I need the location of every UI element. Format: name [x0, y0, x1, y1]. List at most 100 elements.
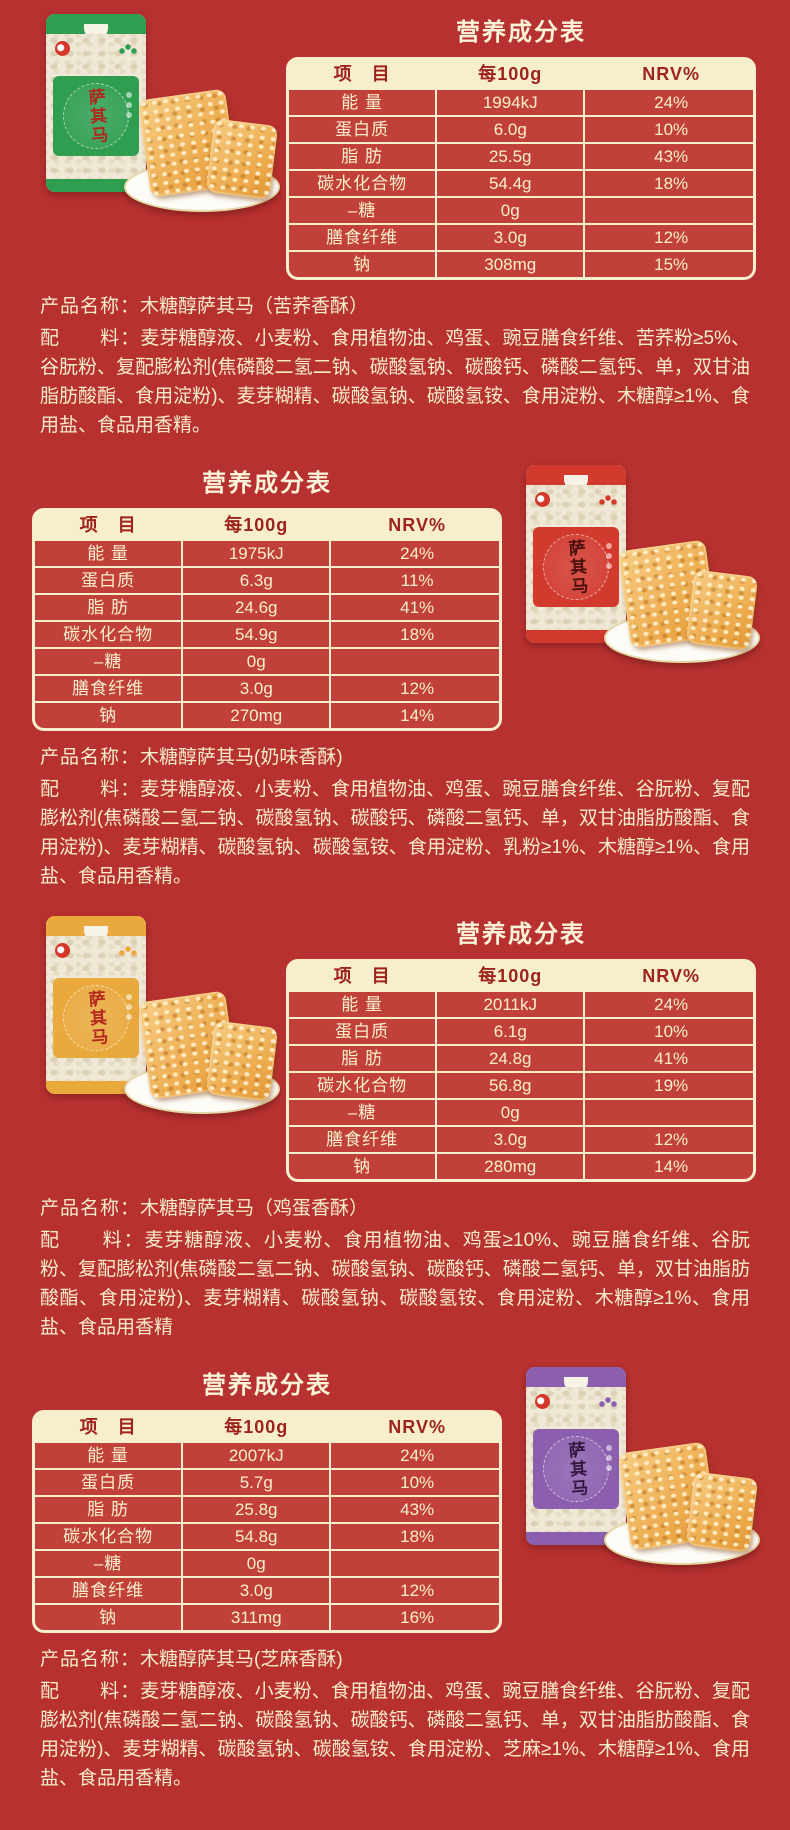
- value-nrv: 24%: [585, 90, 753, 115]
- value-per100g: 6.3g: [183, 568, 330, 593]
- value-nrv: 18%: [331, 622, 499, 647]
- value-per100g: 56.8g: [437, 1073, 584, 1098]
- col-header-item: 项 目: [289, 60, 436, 88]
- bag-bottom-band: [46, 179, 146, 192]
- nutrition-section-egg: 萨其马 营养成分表 项 目 每100g NRV% 能 量 2011kJ: [0, 902, 790, 1353]
- value-nrv: [331, 649, 499, 674]
- value-nrv: 12%: [331, 676, 499, 701]
- value-nrv: [585, 198, 753, 223]
- value-per100g: 2007kJ: [183, 1443, 330, 1468]
- row-label: 钠: [35, 703, 182, 728]
- ingredients-text: 麦芽糖醇液、小麦粉、食用植物油、鸡蛋、豌豆膳食纤维、谷朊粉、复配膨松剂(焦磷酸二…: [40, 1681, 750, 1789]
- brand-logo-icon: [55, 943, 70, 958]
- value-per100g: 311mg: [183, 1605, 330, 1630]
- row-label: 膳食纤维: [289, 225, 436, 250]
- product-photo-milk: 萨其马: [512, 461, 760, 663]
- value-per100g: 3.0g: [437, 225, 584, 250]
- package-bag-purple: 萨其马: [526, 1367, 626, 1545]
- value-per100g: 3.0g: [183, 1578, 330, 1603]
- col-header-nrv: NRV%: [585, 962, 753, 990]
- product-description: 产品名称：木糖醇萨其马（苦荞香酥） 配 料：麦芽糖醇液、小麦粉、食用植物油、鸡蛋…: [0, 280, 790, 451]
- product-name: 木糖醇萨其马(芝麻香酥): [140, 1649, 343, 1670]
- ingredients-text: 麦芽糖醇液、小麦粉、食用植物油、鸡蛋≥10%、豌豆膳食纤维、谷朊粉、复配膨松剂(…: [40, 1230, 750, 1338]
- value-nrv: 41%: [585, 1046, 753, 1071]
- value-nrv: 14%: [585, 1154, 753, 1179]
- bag-label-panel: 萨其马: [533, 1429, 619, 1509]
- row-label: 钠: [289, 1154, 436, 1179]
- brand-logo-icon: [535, 492, 550, 507]
- value-per100g: 54.9g: [183, 622, 330, 647]
- row-label: 膳食纤维: [289, 1127, 436, 1152]
- value-per100g: 5.7g: [183, 1470, 330, 1495]
- brand-logo-icon: [535, 1394, 550, 1409]
- value-per100g: 280mg: [437, 1154, 584, 1179]
- row-label: 脂 肪: [35, 595, 182, 620]
- bag-title-text: 萨其马: [84, 988, 108, 1048]
- value-per100g: 25.8g: [183, 1497, 330, 1522]
- value-nrv: 10%: [331, 1470, 499, 1495]
- value-nrv: 19%: [585, 1073, 753, 1098]
- bag-medallion: 萨其马: [63, 985, 129, 1051]
- col-header-per100g: 每100g: [183, 511, 330, 539]
- product-name-label: 产品名称：: [40, 296, 141, 317]
- product-name-line: 产品名称：木糖醇萨其马(芝麻香酥): [40, 1645, 750, 1674]
- value-nrv: 24%: [331, 541, 499, 566]
- brand-logo-icon: [55, 41, 70, 56]
- value-nrv: [331, 1551, 499, 1576]
- nutrition-table-title: 营养成分表: [202, 1372, 332, 1399]
- sachima-piece: [685, 569, 759, 651]
- value-per100g: 0g: [437, 198, 584, 223]
- ingredients-label: 配 料：: [40, 779, 141, 800]
- col-header-nrv: NRV%: [585, 60, 753, 88]
- nutrition-table: 项 目 每100g NRV% 能 量 1994kJ 24% 蛋白质 6.0g 1…: [286, 57, 756, 280]
- value-nrv: 15%: [585, 252, 753, 277]
- value-per100g: 3.0g: [183, 676, 330, 701]
- product-photo-sesame: 萨其马: [512, 1363, 760, 1565]
- value-per100g: 0g: [437, 1100, 584, 1125]
- value-per100g: 25.5g: [437, 144, 584, 169]
- sachima-piece: [205, 1020, 279, 1102]
- sachima-piece: [685, 1471, 759, 1553]
- row-label: 钠: [289, 252, 436, 277]
- bag-title-text: 萨其马: [564, 1439, 588, 1499]
- row-label: 脂 肪: [289, 144, 436, 169]
- product-name: 木糖醇萨其马（苦荞香酥）: [140, 296, 369, 317]
- value-nrv: 43%: [585, 144, 753, 169]
- row-label: 脂 肪: [35, 1497, 182, 1522]
- value-nrv: 10%: [585, 117, 753, 142]
- package-bag-red: 萨其马: [526, 465, 626, 643]
- row-label: 能 量: [35, 541, 182, 566]
- ingredients-line: 配 料：麦芽糖醇液、小麦粉、食用植物油、鸡蛋、豌豆膳食纤维、苦荞粉≥5%、谷朊粉…: [40, 324, 750, 440]
- value-nrv: 24%: [585, 992, 753, 1017]
- product-name-label: 产品名称：: [40, 1649, 141, 1670]
- product-description: 产品名称：木糖醇萨其马(芝麻香酥) 配 料：麦芽糖醇液、小麦粉、食用植物油、鸡蛋…: [0, 1633, 790, 1804]
- row-label: 能 量: [289, 90, 436, 115]
- row-label: 能 量: [35, 1443, 182, 1468]
- bag-label-panel: 萨其马: [533, 527, 619, 607]
- row-label: 蛋白质: [289, 117, 436, 142]
- col-header-item: 项 目: [289, 962, 436, 990]
- value-per100g: 0g: [183, 1551, 330, 1576]
- aura-emblem-icon: [119, 944, 137, 957]
- product-name-line: 产品名称：木糖醇萨其马（苦荞香酥）: [40, 292, 750, 321]
- value-per100g: 270mg: [183, 703, 330, 728]
- nutrition-section-sesame: 营养成分表 项 目 每100g NRV% 能 量 2007kJ 24% 蛋白质 …: [0, 1353, 790, 1804]
- ingredients-line: 配 料：麦芽糖醇液、小麦粉、食用植物油、鸡蛋、豌豆膳食纤维、谷朊粉、复配膨松剂(…: [40, 1677, 750, 1793]
- col-header-per100g: 每100g: [437, 962, 584, 990]
- bag-medallion: 萨其马: [63, 83, 129, 149]
- bag-badge-dots: [606, 543, 612, 569]
- sachima-piece: [205, 118, 279, 200]
- value-nrv: [585, 1100, 753, 1125]
- nutrition-table-title: 营养成分表: [456, 19, 586, 46]
- value-per100g: 6.0g: [437, 117, 584, 142]
- col-header-per100g: 每100g: [437, 60, 584, 88]
- product-name-label: 产品名称：: [40, 747, 141, 768]
- ingredients-line: 配 料：麦芽糖醇液、小麦粉、食用植物油、鸡蛋、豌豆膳食纤维、谷朊粉、复配膨松剂(…: [40, 775, 750, 891]
- bag-label-panel: 萨其马: [53, 978, 139, 1058]
- value-nrv: 18%: [331, 1524, 499, 1549]
- value-per100g: 24.6g: [183, 595, 330, 620]
- value-nrv: 16%: [331, 1605, 499, 1630]
- bag-bottom-band: [526, 1532, 626, 1545]
- value-nrv: 12%: [585, 1127, 753, 1152]
- product-photo-buckwheat: 萨其马: [32, 10, 280, 212]
